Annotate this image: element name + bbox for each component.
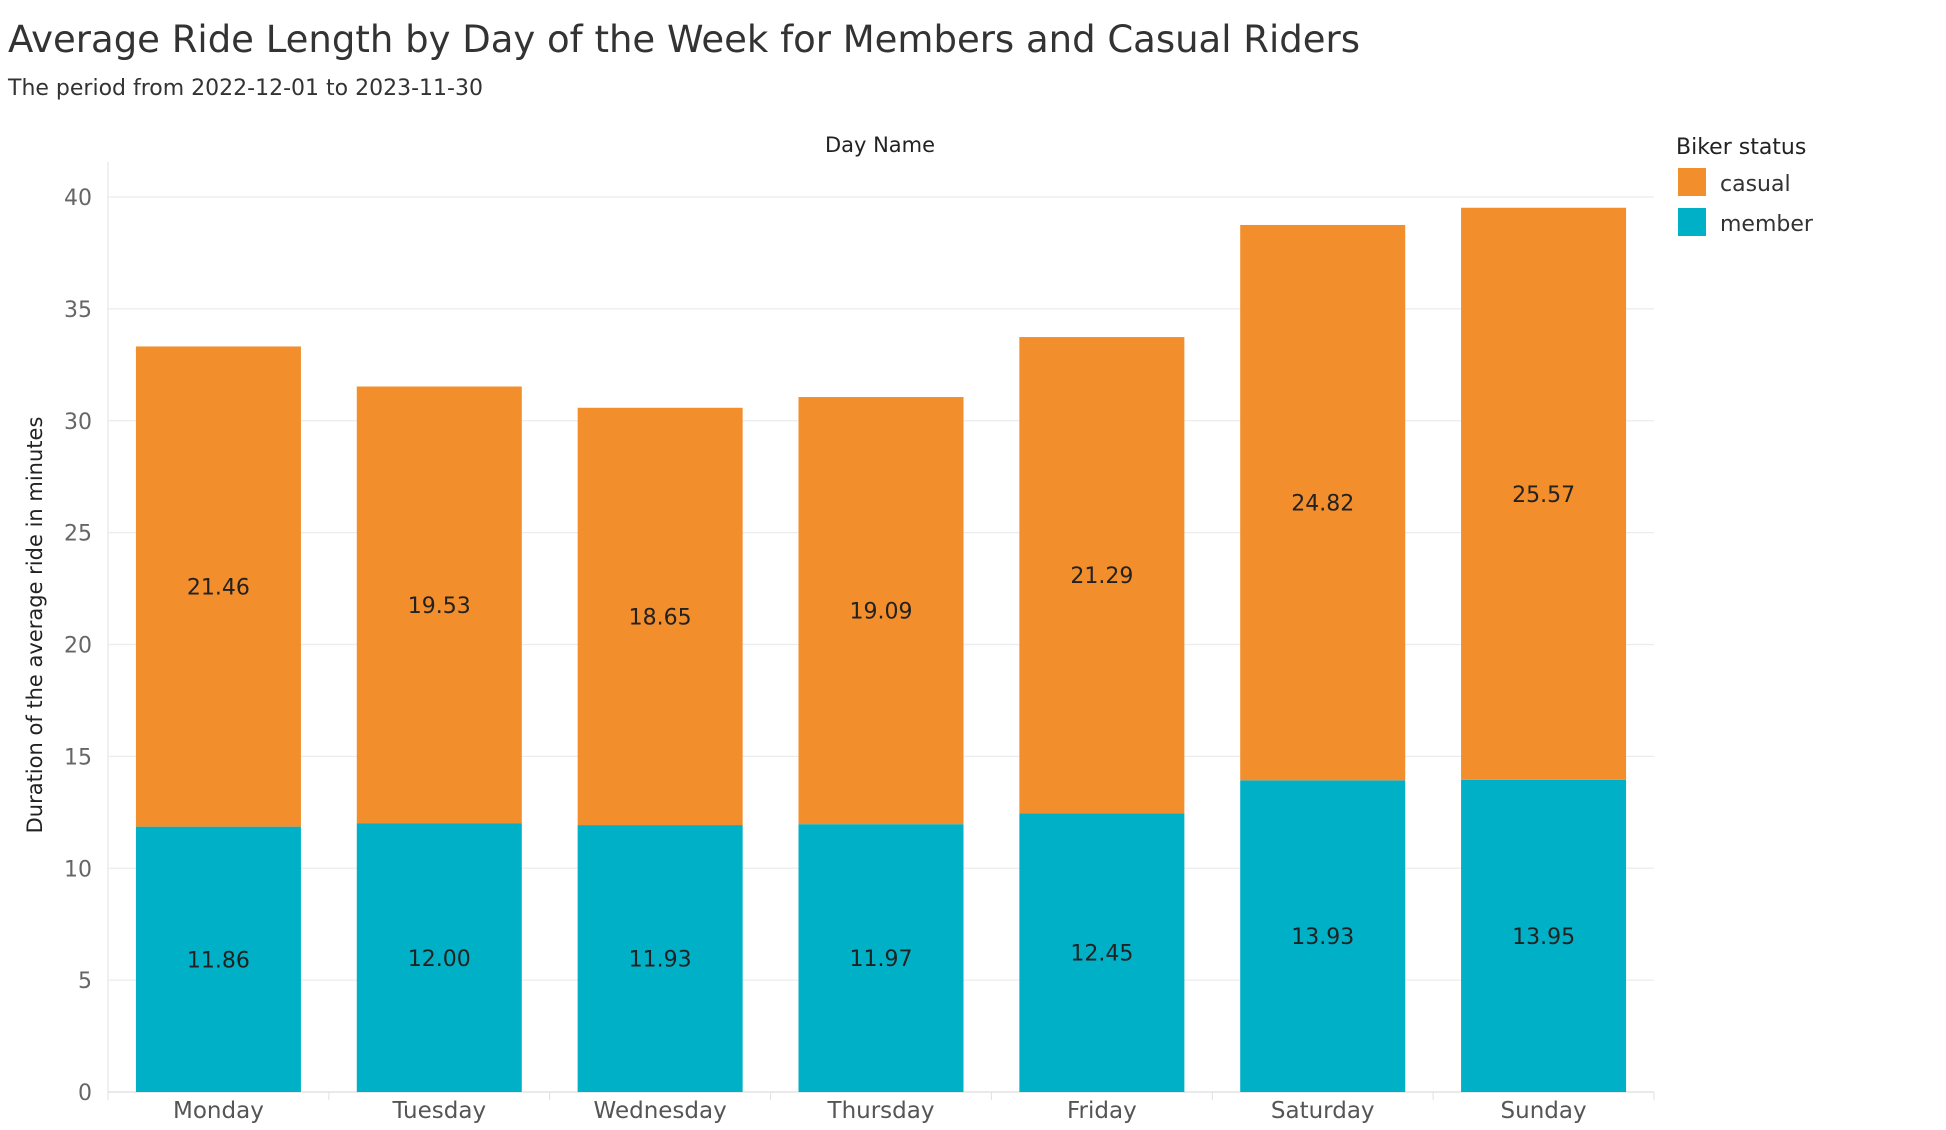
bar-member-sunday[interactable] <box>1461 779 1627 1092</box>
bar-casual-thursday[interactable] <box>798 397 964 825</box>
legend-label-casual: casual <box>1720 172 1791 197</box>
x-tick-label-friday: Friday <box>1067 1098 1137 1124</box>
legend: Biker status casual member <box>1676 135 1814 237</box>
bar-member-saturday[interactable] <box>1240 780 1406 1092</box>
y-tick-label: 30 <box>64 410 92 435</box>
x-tick-label-thursday: Thursday <box>827 1098 935 1124</box>
data-label-casual-thursday: 19.09 <box>850 600 913 625</box>
data-label-casual-tuesday: 19.53 <box>408 594 471 619</box>
y-tick-label: 10 <box>64 857 92 882</box>
data-label-casual-friday: 21.29 <box>1070 564 1133 589</box>
data-label-casual-monday: 21.46 <box>187 576 250 601</box>
bar-member-tuesday[interactable] <box>356 823 522 1093</box>
bar-member-thursday[interactable] <box>798 824 964 1092</box>
bar-member-friday[interactable] <box>1019 813 1185 1092</box>
data-label-casual-saturday: 24.82 <box>1291 492 1354 517</box>
legend-swatch-member <box>1678 208 1706 236</box>
bar-member-wednesday[interactable] <box>577 825 743 1092</box>
data-label-member-saturday: 13.93 <box>1291 925 1354 950</box>
bar-casual-tuesday[interactable] <box>356 386 522 824</box>
column-header: Day Name <box>825 133 935 157</box>
y-tick-label: 15 <box>64 745 92 770</box>
legend-title: Biker status <box>1676 135 1806 160</box>
bar-casual-saturday[interactable] <box>1240 224 1406 781</box>
data-label-member-sunday: 13.95 <box>1512 925 1575 950</box>
x-tick-label-saturday: Saturday <box>1271 1098 1375 1124</box>
bar-casual-monday[interactable] <box>135 346 301 827</box>
bar-casual-wednesday[interactable] <box>577 407 743 826</box>
y-tick-label: 25 <box>64 522 92 547</box>
x-tick-label-tuesday: Tuesday <box>391 1098 486 1124</box>
x-tick-label-wednesday: Wednesday <box>594 1098 727 1124</box>
data-label-member-wednesday: 11.93 <box>629 948 692 973</box>
y-axis-title: Duration of the average ride in minutes <box>23 417 47 834</box>
bar-member-monday[interactable] <box>135 826 301 1092</box>
chart-title: Average Ride Length by Day of the Week f… <box>8 18 1360 61</box>
data-label-casual-wednesday: 18.65 <box>629 605 692 630</box>
bar-casual-friday[interactable] <box>1019 337 1185 814</box>
legend-label-member: member <box>1720 212 1814 237</box>
legend-swatch-casual <box>1678 168 1706 196</box>
data-label-casual-sunday: 25.57 <box>1512 483 1575 508</box>
data-label-member-tuesday: 12.00 <box>408 947 471 972</box>
data-label-member-friday: 12.45 <box>1070 942 1133 967</box>
bars <box>135 207 1627 1093</box>
bar-casual-sunday[interactable] <box>1461 207 1627 780</box>
x-tick-label-monday: Monday <box>173 1098 264 1124</box>
y-tick-label: 5 <box>78 969 92 994</box>
y-axis-ticks: 0 5 10 15 20 25 30 35 40 <box>64 186 92 1106</box>
chart-subtitle: The period from 2022-12-01 to 2023-11-30 <box>8 76 483 101</box>
y-tick-label: 40 <box>64 186 92 211</box>
data-label-member-thursday: 11.97 <box>850 947 913 972</box>
x-tick-label-sunday: Sunday <box>1501 1098 1587 1124</box>
y-tick-label: 0 <box>78 1081 92 1106</box>
data-label-member-monday: 11.86 <box>187 948 250 973</box>
y-tick-label: 20 <box>64 634 92 659</box>
x-axis-ticks: Monday Tuesday Wednesday Thursday Friday Satu… <box>107 1092 1655 1124</box>
y-tick-label: 35 <box>64 298 92 323</box>
data-labels: 11.86 21.46 12.00 19.53 11.93 18.65 11.97 19.09… <box>187 483 1575 974</box>
